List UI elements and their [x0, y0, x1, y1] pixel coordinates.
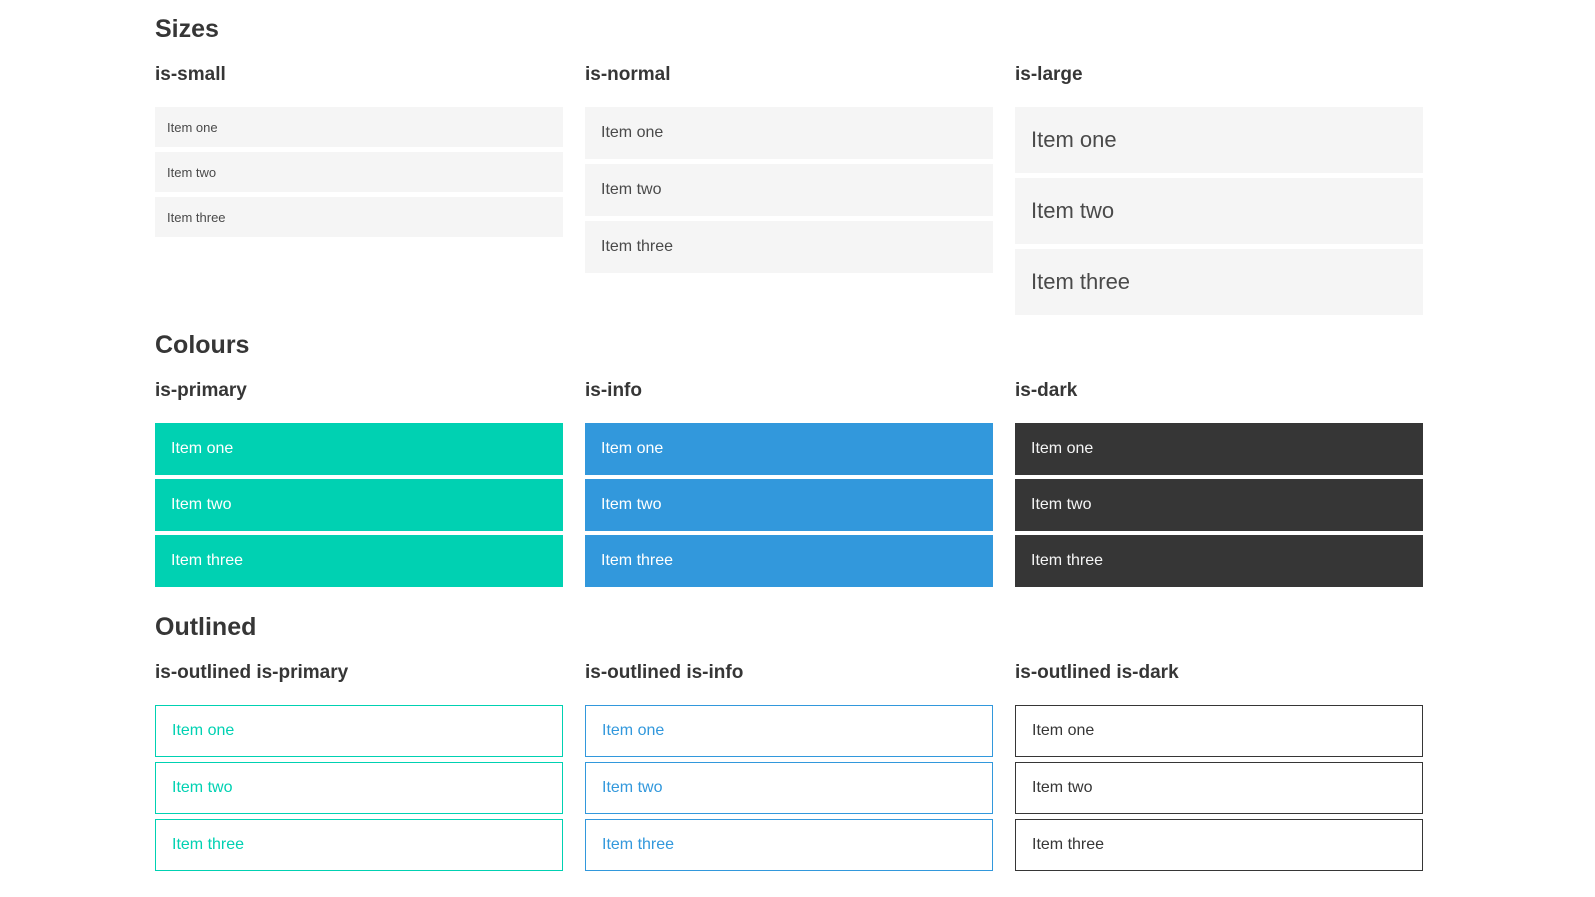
column-heading-is-large: is-large [1015, 64, 1083, 86]
list-item[interactable]: Item two [155, 479, 563, 531]
list-item[interactable]: Item three [155, 535, 563, 587]
column-heading-is-info: is-info [585, 380, 642, 402]
column-is-normal: is-normal Item one Item two Item three [585, 63, 993, 278]
column-is-small: is-small Item one Item two Item three [155, 63, 563, 242]
list-item[interactable]: Item two [155, 762, 563, 814]
list-item[interactable]: Item one [155, 705, 563, 757]
list-item[interactable]: Item three [155, 819, 563, 871]
column-is-dark: is-dark Item one Item two Item three [1015, 379, 1423, 591]
list-item[interactable]: Item three [1015, 249, 1423, 315]
column-is-outlined-is-dark: is-outlined is-dark Item one Item two It… [1015, 661, 1423, 876]
column-heading-is-small: is-small [155, 64, 226, 86]
list-item-label: Item one [601, 440, 664, 457]
list-item[interactable]: Item three [585, 221, 993, 273]
list-item-label: Item three [601, 238, 674, 255]
list-item[interactable]: Item one [585, 107, 993, 159]
list-item-label: Item one [602, 722, 665, 739]
list-item-label: Item three [167, 209, 226, 225]
list-item-label: Item three [172, 836, 245, 853]
column-heading-is-outlined-is-dark: is-outlined is-dark [1015, 662, 1179, 684]
sizes-grid: is-small Item one Item two Item three is… [155, 63, 1423, 320]
list-item[interactable]: Item one [155, 107, 563, 147]
list-item[interactable]: Item two [155, 152, 563, 192]
list-item-label: Item one [1031, 440, 1094, 457]
list-item-label: Item two [601, 181, 662, 198]
column-heading-is-normal: is-normal [585, 64, 671, 86]
list-item[interactable]: Item two [1015, 479, 1423, 531]
list-item[interactable]: Item one [585, 423, 993, 475]
list-item[interactable]: Item three [155, 197, 563, 237]
column-heading-is-outlined-is-info: is-outlined is-info [585, 662, 744, 684]
column-is-outlined-is-info: is-outlined is-info Item one Item two It… [585, 661, 993, 876]
list-item-label: Item two [1032, 779, 1093, 796]
section-sizes: Sizes is-small Item one Item two Item th… [155, 14, 1423, 320]
content-container: Sizes is-small Item one Item two Item th… [155, 14, 1423, 876]
list-item[interactable]: Item one [585, 705, 993, 757]
section-outlined: Outlined is-outlined is-primary Item one… [155, 612, 1423, 876]
list-item[interactable]: Item one [1015, 423, 1423, 475]
list-item[interactable]: Item three [1015, 535, 1423, 587]
list-item-label: Item one [171, 440, 234, 457]
section-title-outlined: Outlined [155, 613, 257, 641]
section-colours: Colours is-primary Item one Item two Ite… [155, 330, 1423, 591]
list-item-label: Item three [602, 836, 675, 853]
column-heading-is-outlined-is-primary: is-outlined is-primary [155, 662, 349, 684]
list-item[interactable]: Item two [1015, 762, 1423, 814]
list-item-label: Item one [1032, 722, 1095, 739]
column-is-large: is-large Item one Item two Item three [1015, 63, 1423, 320]
list-item-label: Item two [1031, 496, 1092, 513]
list-item-label: Item one [167, 119, 218, 135]
list-item[interactable]: Item two [585, 762, 993, 814]
list-item[interactable]: Item three [585, 819, 993, 871]
column-is-info: is-info Item one Item two Item three [585, 379, 993, 591]
list-item-label: Item two [167, 164, 217, 180]
list-item-label: Item two [172, 779, 233, 796]
section-title-colours: Colours [155, 331, 250, 359]
list-item-label: Item three [1032, 836, 1105, 853]
section-title-sizes: Sizes [155, 15, 219, 43]
list-item[interactable]: Item two [585, 479, 993, 531]
list-item-label: Item one [601, 124, 664, 141]
list-item-label: Item three [1031, 552, 1104, 569]
list-item-label: Item two [601, 496, 662, 513]
list-item[interactable]: Item three [1015, 819, 1423, 871]
list-item-label: Item one [172, 722, 235, 739]
column-is-primary: is-primary Item one Item two Item three [155, 379, 563, 591]
column-is-outlined-is-primary: is-outlined is-primary Item one Item two… [155, 661, 563, 876]
outlined-grid: is-outlined is-primary Item one Item two… [155, 661, 1423, 876]
colours-grid: is-primary Item one Item two Item three … [155, 379, 1423, 591]
list-item[interactable]: Item one [1015, 107, 1423, 173]
column-heading-is-dark: is-dark [1015, 380, 1078, 402]
list-item[interactable]: Item two [1015, 178, 1423, 244]
list-item[interactable]: Item one [155, 423, 563, 475]
list-item[interactable]: Item one [1015, 705, 1423, 757]
list-item-label: Item two [171, 496, 232, 513]
list-item-label: Item three [601, 552, 674, 569]
list-item[interactable]: Item three [585, 535, 993, 587]
list-item[interactable]: Item two [585, 164, 993, 216]
column-heading-is-primary: is-primary [155, 380, 247, 402]
list-item-label: Item two [602, 779, 663, 796]
list-item-label: Item three [171, 552, 244, 569]
list-item-label: Item three [1031, 269, 1131, 294]
list-item-label: Item one [1031, 127, 1117, 152]
list-item-label: Item two [1031, 198, 1115, 223]
